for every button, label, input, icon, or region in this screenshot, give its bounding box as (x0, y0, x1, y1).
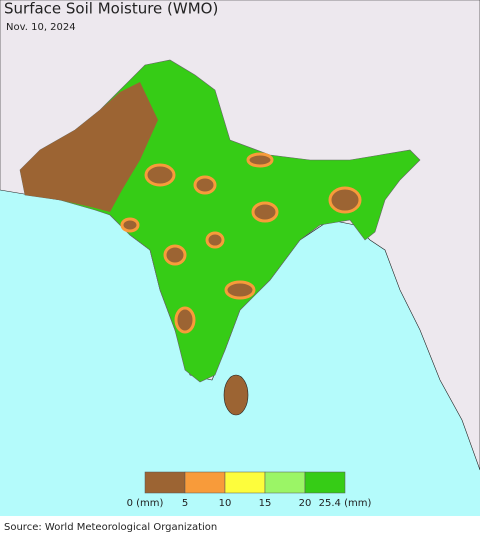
legend-swatch (184, 471, 226, 494)
legend-swatch (144, 471, 186, 494)
legend-tick-label: 20 (299, 498, 312, 509)
dry-patches (120, 152, 362, 334)
legend: 0 (mm) 5 10 15 20 25.4 (mm) (127, 471, 372, 509)
legend-tick-label: 0 (mm) (127, 498, 164, 509)
title: Surface Soil Moisture (WMO) (4, 0, 218, 18)
date: Nov. 10, 2024 (6, 22, 76, 33)
legend-tick-label: 5 (182, 498, 188, 509)
source: Source: World Meteorological Organizatio… (4, 522, 217, 533)
dry-region (20, 82, 158, 212)
legend-swatch (264, 471, 306, 494)
footer (0, 516, 480, 536)
legend-tick-label: 25.4 (mm) (319, 498, 372, 509)
legend-swatch (304, 471, 346, 494)
legend-tick-label: 15 (259, 498, 272, 509)
sri-lanka (223, 374, 249, 416)
legend-tick-label: 10 (219, 498, 232, 509)
legend-swatch (224, 471, 266, 494)
